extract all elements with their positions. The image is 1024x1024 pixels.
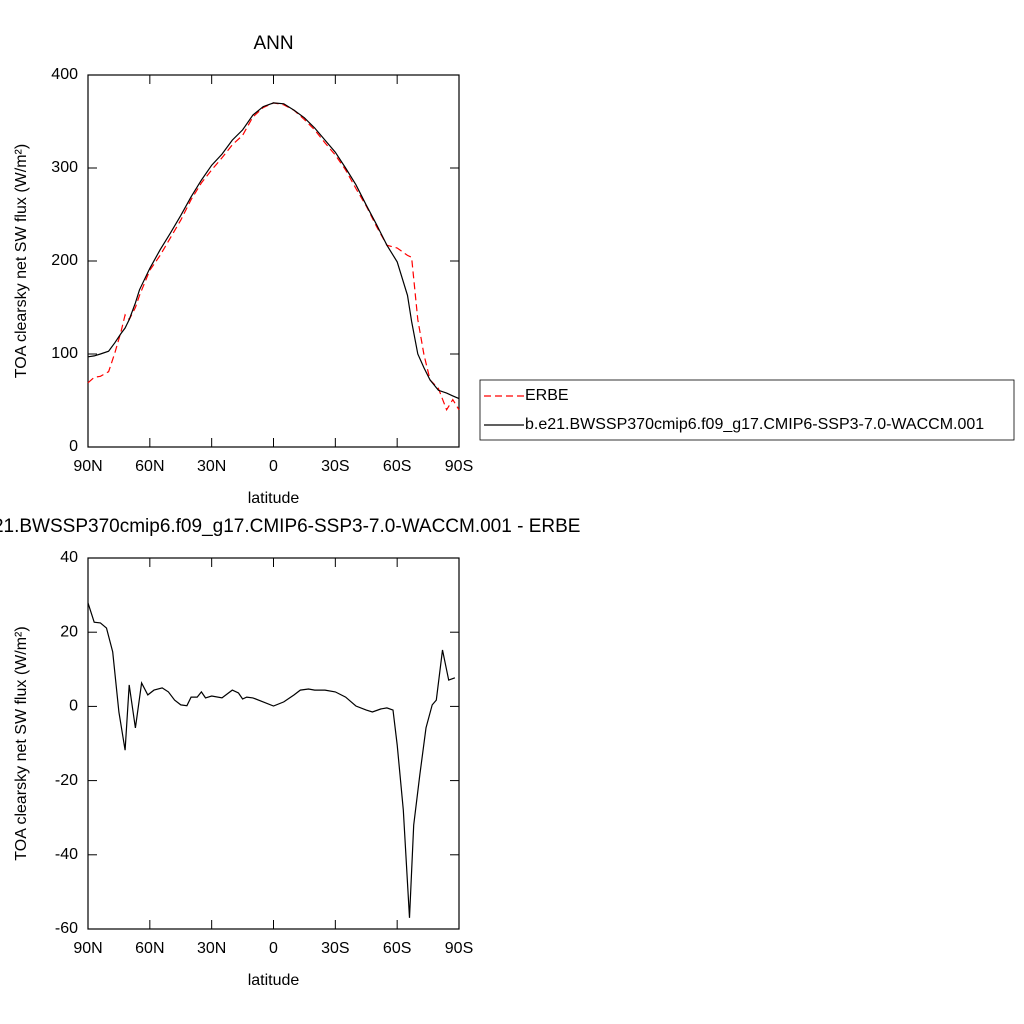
x-tick-label: 30N [197,458,226,475]
x-tick-label: 0 [269,458,278,475]
plot-frame [87,74,460,448]
x-tick-label: 60N [135,940,164,957]
y-tick-label: -20 [55,772,78,789]
chart-title: b.e21.BWSSP370cmip6.f09_g17.CMIP6-SSP3-7… [0,516,580,537]
legend-label: ERBE [525,387,569,404]
x-axis-label: latitude [248,490,300,507]
y-tick-label: -60 [55,920,78,937]
x-tick-label: 60N [135,458,164,475]
y-axis-label: TOA clearsky net SW flux (W/m²) [13,626,30,860]
y-tick-label: 20 [60,623,78,640]
y-tick-label: 400 [51,66,78,83]
x-tick-label: 60S [383,940,411,957]
y-tick-label: -40 [55,846,78,863]
plot-frame [87,557,460,930]
data-line [87,102,460,400]
x-tick-label: 90S [445,458,473,475]
y-tick-label: 100 [51,345,78,362]
chart-title: ANN [253,33,293,54]
legend-box [479,379,1015,441]
x-tick-label: 90N [73,458,102,475]
x-axis-label: latitude [248,972,300,989]
y-tick-label: 0 [69,698,78,715]
x-tick-label: 30N [197,940,226,957]
x-tick-label: 60S [383,458,411,475]
y-tick-label: 40 [60,549,78,566]
y-tick-label: 0 [69,438,78,455]
x-tick-label: 90N [73,940,102,957]
data-line [87,602,456,918]
data-line [87,102,460,412]
y-tick-label: 200 [51,252,78,269]
x-tick-label: 90S [445,940,473,957]
x-tick-label: 30S [321,458,349,475]
x-tick-label: 0 [269,940,278,957]
y-tick-label: 300 [51,159,78,176]
x-tick-label: 30S [321,940,349,957]
y-axis-label: TOA clearsky net SW flux (W/m²) [13,144,30,378]
legend-label: b.e21.BWSSP370cmip6.f09_g17.CMIP6-SSP3-7… [525,416,984,433]
